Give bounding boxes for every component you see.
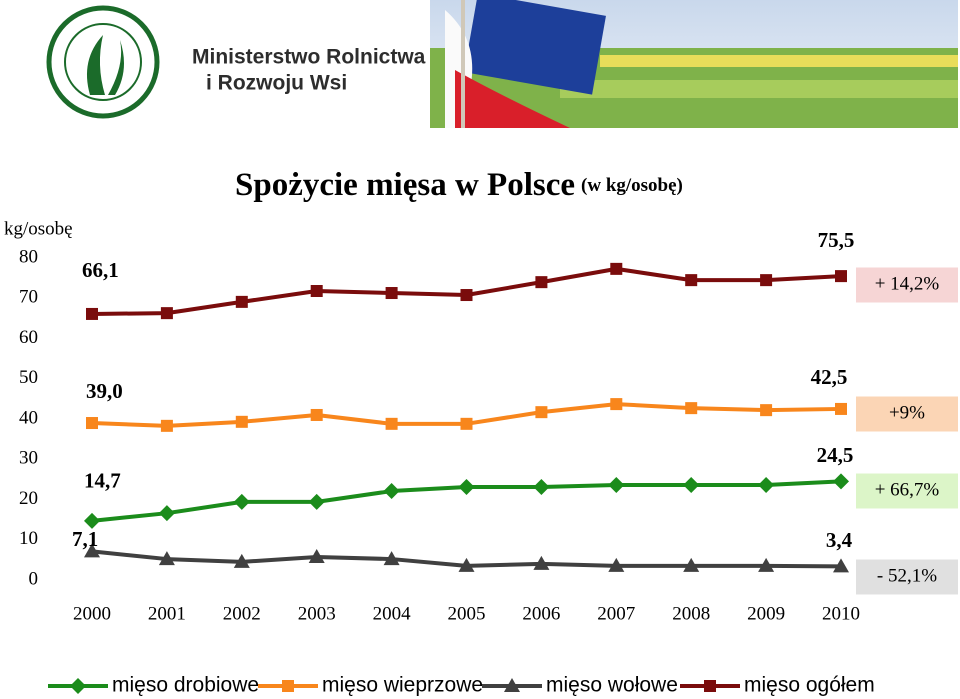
data-point [84,543,100,558]
value-label: 7,1 [72,527,98,551]
change-label: +9% [889,402,925,423]
data-point [835,270,847,283]
data-point [610,398,623,411]
x-tick-label: 2010 [822,603,860,624]
data-point [685,274,698,287]
data-point [835,402,847,415]
x-tick-label: 2003 [298,603,336,624]
data-point [758,477,775,494]
value-label: 3,4 [826,528,853,552]
change-box [856,473,958,509]
data-point [533,555,550,570]
data-point [685,402,698,415]
chart-subtitle: (w kg/osobę) [581,175,683,196]
x-tick-label: 2001 [148,603,186,624]
x-tick-label: 2002 [223,603,261,624]
legend-label: mięso drobiowe [112,674,259,697]
data-point [760,274,773,287]
x-tick-label: 2004 [373,603,412,624]
value-label: 24,5 [817,443,854,467]
y-tick-label: 0 [29,568,39,589]
y-tick-label: 30 [19,448,38,469]
data-point [533,479,550,496]
data-point [235,295,248,308]
value-label: 75,5 [818,228,855,252]
data-point [308,493,325,510]
change-label: + 66,7% [875,479,940,500]
legend-marker [282,680,294,692]
data-point [233,493,250,510]
data-point [86,307,98,320]
legend-label: mięso ogółem [744,674,875,697]
data-point [383,483,400,500]
data-point [385,287,398,300]
data-point [383,551,400,566]
data-point [608,557,625,572]
data-point [235,415,248,428]
chart-title: Spożycie mięsa w Polsce (w kg/osobę) [235,167,683,203]
y-tick-label: 80 [19,246,38,267]
x-tick-label: 2008 [672,603,710,624]
data-point [535,406,548,419]
data-point [310,408,323,421]
ministry-name: i Rozwoju Wsi [206,72,347,95]
data-point [460,417,473,430]
data-point [833,473,849,490]
data-point [385,417,398,430]
y-axis-label: kg/osobę [4,218,73,239]
data-point [84,512,100,529]
data-point [458,557,475,572]
legend-marker [70,678,86,694]
y-tick-label: 20 [19,488,38,509]
y-tick-label: 70 [19,287,38,308]
y-tick-label: 40 [19,407,38,428]
x-tick-label: 2007 [597,603,635,624]
y-tick-label: 50 [19,367,38,388]
value-label: 66,1 [82,258,119,282]
legend-marker [704,680,716,692]
data-point [608,477,625,494]
y-tick-label: 10 [19,528,38,549]
change-label: + 14,2% [875,273,940,294]
data-point [683,477,700,494]
change-box [856,267,958,303]
change-box [856,559,958,595]
ministry-name: Ministerstwo Rolnictwa [192,46,426,69]
data-point [310,285,323,298]
data-point [683,557,700,572]
data-point [760,404,773,417]
data-point [610,262,623,275]
x-tick-label: 2000 [73,603,111,624]
x-tick-label: 2009 [747,603,785,624]
value-label: 42,5 [811,365,848,389]
legend-marker [504,678,520,692]
x-tick-label: 2005 [448,603,486,624]
data-point [233,553,250,568]
change-box [856,396,958,432]
header-banner: Ministerstwo Rolnictwa i Rozwoju Wsi [46,0,958,128]
data-point [535,276,548,289]
value-label: 39,0 [86,379,123,403]
data-point [160,307,173,320]
legend-label: mięso wieprzowe [322,674,483,697]
value-label: 14,7 [84,469,121,493]
y-tick-label: 60 [19,327,38,348]
legend-label: mięso wołowe [546,674,678,697]
x-tick-label: 2006 [522,603,560,624]
data-point [308,549,325,564]
chart-title: Spożycie mięsa w Polsce [235,167,575,203]
data-point [160,419,173,432]
data-point [86,417,98,430]
data-point [458,479,475,496]
data-point [460,289,473,302]
data-point [158,551,175,566]
data-point [833,558,849,573]
data-point [758,557,775,572]
data-point [158,505,175,522]
change-label: - 52,1% [877,565,937,586]
